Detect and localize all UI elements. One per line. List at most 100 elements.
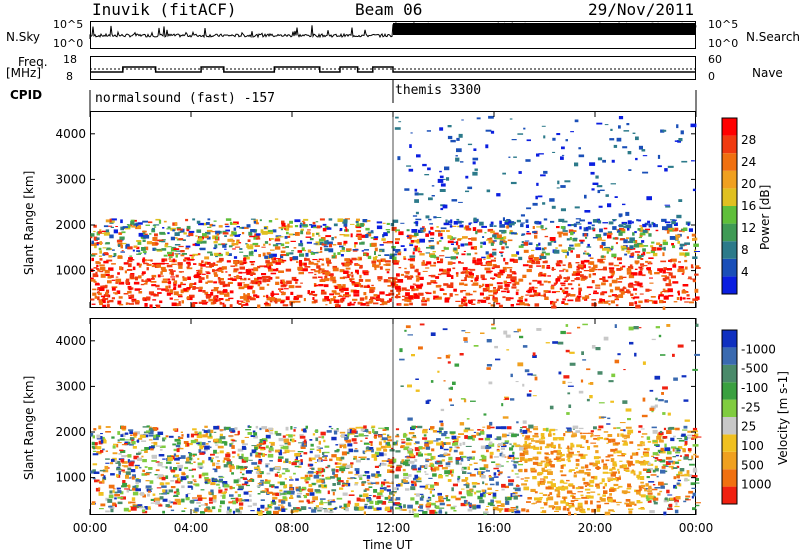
heatmap-cell (512, 464, 517, 466)
heatmap-cell (211, 506, 216, 510)
heatmap-cell (489, 223, 494, 227)
heatmap-cell (511, 254, 518, 257)
heatmap-cell (656, 242, 661, 245)
heatmap-cell (461, 466, 467, 470)
heatmap-cell (545, 227, 548, 230)
heatmap-cell (681, 448, 686, 450)
heatmap-cell (202, 434, 208, 438)
heatmap-cell (118, 296, 123, 299)
heatmap-cell (91, 240, 94, 245)
heatmap-cell (352, 249, 359, 251)
heatmap-cell (371, 260, 377, 264)
heatmap-cell (542, 202, 546, 205)
heatmap-cell (324, 271, 331, 275)
heatmap-cell (623, 223, 627, 225)
heatmap-cell (249, 244, 255, 246)
heatmap-cell (607, 417, 611, 420)
heatmap-cell (177, 284, 182, 288)
heatmap-cell (243, 491, 249, 495)
heatmap-cell (472, 157, 479, 161)
heatmap-cell (455, 157, 460, 162)
heatmap-cell (204, 508, 208, 512)
heatmap-cell (335, 469, 339, 473)
heatmap-cell (365, 234, 369, 238)
heatmap-cell (509, 297, 514, 300)
heatmap-cell (267, 504, 272, 508)
heatmap-cell (560, 156, 564, 160)
heatmap-cell (120, 458, 125, 463)
heatmap-cell (611, 471, 617, 474)
heatmap-cell (504, 221, 510, 225)
heatmap-cell (110, 508, 114, 513)
date-title: 29/Nov/2011 (588, 0, 694, 19)
heatmap-cell (363, 511, 366, 515)
heatmap-cell (674, 227, 679, 232)
heatmap-cell (429, 223, 433, 225)
heatmap-cell (490, 230, 495, 234)
heatmap-cell (294, 453, 301, 457)
heatmap-cell (614, 286, 620, 291)
heatmap-cell (614, 237, 618, 240)
heatmap-cell (376, 471, 380, 474)
heatmap-cell (692, 256, 698, 259)
search-rtop: 10^5 (708, 18, 739, 31)
heatmap-cell (355, 221, 358, 223)
heatmap-cell (416, 154, 421, 158)
heatmap-cell (642, 229, 648, 233)
heatmap-cell (379, 452, 384, 457)
heatmap-cell (291, 462, 297, 466)
heatmap-cell (627, 151, 632, 155)
heatmap-cell (107, 467, 110, 469)
heatmap-cell (681, 160, 688, 163)
heatmap-cell (339, 505, 343, 509)
heatmap-cell (271, 253, 277, 257)
heatmap-cell (433, 261, 437, 265)
heatmap-cell (516, 303, 520, 306)
heatmap-cell (316, 251, 321, 253)
heatmap-cell (610, 458, 615, 462)
heatmap-cell (454, 252, 458, 254)
heatmap-cell (90, 279, 96, 282)
heatmap-cell (513, 221, 516, 224)
heatmap-cell (683, 227, 688, 231)
heatmap-cell (257, 304, 261, 309)
heatmap-cell (116, 290, 121, 294)
heatmap-cell (132, 446, 137, 449)
heatmap-cell (524, 369, 530, 373)
heatmap-cell (538, 258, 542, 261)
heatmap-cell (105, 431, 111, 433)
heatmap-cell (264, 255, 268, 259)
heatmap-cell (483, 511, 489, 514)
heatmap-cell (379, 489, 384, 493)
heatmap-cell (646, 436, 651, 440)
heatmap-cell (551, 284, 556, 286)
heatmap-cell (143, 282, 148, 285)
heatmap-cell (301, 224, 307, 226)
heatmap-cell (544, 452, 549, 455)
heatmap-cell (534, 292, 539, 295)
heatmap-cell (516, 219, 521, 223)
heatmap-cell (633, 296, 640, 299)
heatmap-cell (543, 218, 548, 221)
heatmap-cell (180, 250, 185, 253)
heatmap-cell (442, 178, 446, 180)
heatmap-cell (482, 236, 485, 238)
heatmap-cell (318, 284, 324, 287)
heatmap-cell (520, 295, 524, 298)
heatmap-cell (280, 300, 285, 304)
heatmap-cell (136, 262, 140, 266)
heatmap-cell (633, 288, 638, 291)
heatmap-cell (611, 279, 618, 284)
heatmap-cell (675, 451, 681, 454)
heatmap-cell (444, 166, 450, 171)
heatmap-cell (171, 272, 174, 274)
heatmap-cell (229, 428, 235, 432)
heatmap-cell (265, 479, 271, 482)
heatmap-cell (481, 429, 484, 432)
heatmap-cell (511, 139, 517, 141)
heatmap-cell (582, 276, 588, 279)
heatmap-cell (672, 281, 679, 284)
heatmap-cell (312, 496, 318, 501)
heatmap-cell (430, 264, 436, 267)
heatmap-cell (467, 429, 474, 431)
